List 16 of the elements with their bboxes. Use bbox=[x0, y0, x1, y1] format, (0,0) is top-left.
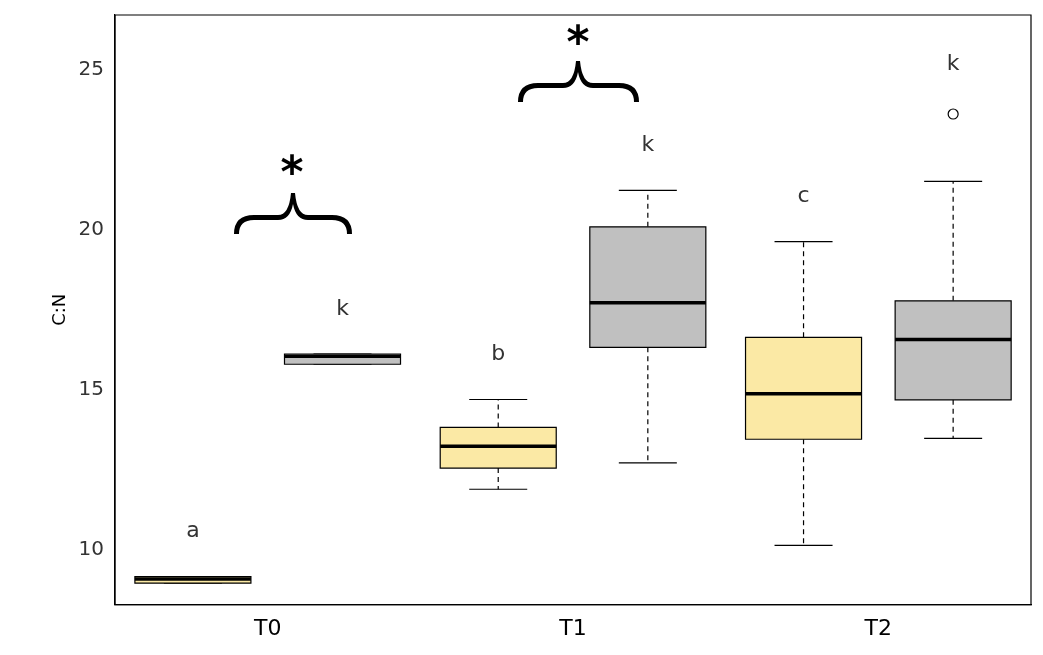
annotation: a bbox=[186, 517, 200, 543]
x-tick-label: T1 bbox=[558, 614, 587, 640]
annotation: k bbox=[946, 49, 960, 75]
y-tick-label: 25 bbox=[78, 55, 105, 80]
annotation: * bbox=[280, 146, 304, 198]
y-tick-label: 10 bbox=[78, 536, 105, 561]
annotation: k bbox=[641, 131, 655, 156]
y-axis-title: C:N bbox=[48, 293, 70, 326]
x-tick-label: T2 bbox=[863, 614, 893, 640]
x-tick-label: T0 bbox=[252, 614, 282, 640]
annotation: b bbox=[491, 340, 506, 366]
y-tick-label: 15 bbox=[78, 376, 105, 401]
annotation: c bbox=[797, 182, 810, 208]
annotation: k bbox=[336, 294, 350, 320]
y-tick-label: 20 bbox=[78, 215, 105, 240]
annotation: * bbox=[566, 16, 590, 68]
